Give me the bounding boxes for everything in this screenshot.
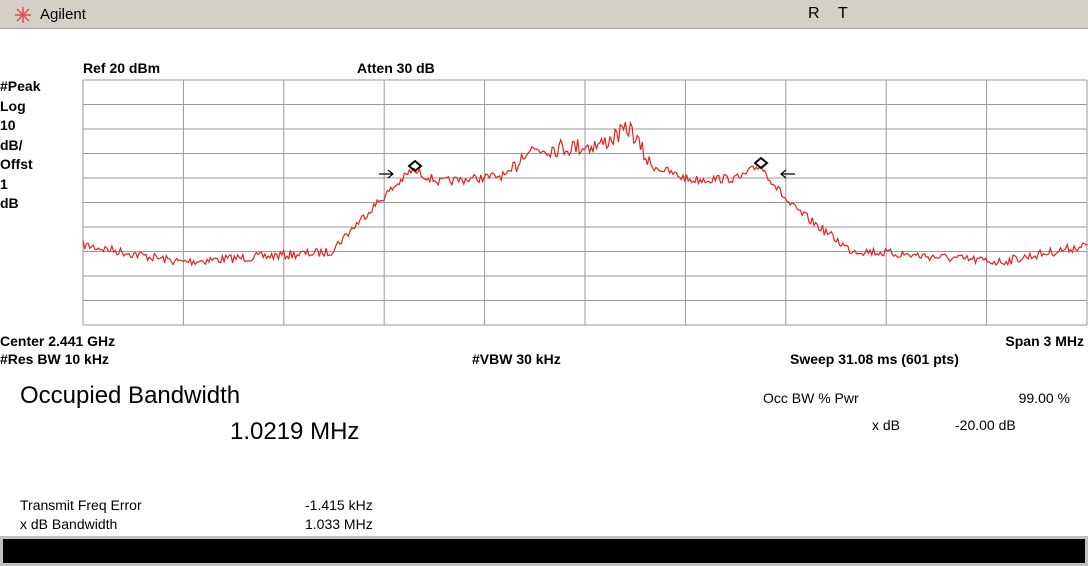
scale-label: Offst [0, 156, 33, 172]
scale-label: dB/ [0, 136, 23, 153]
status: T [838, 5, 848, 22]
sweep: Sweep 31.08 ms (601 pts) [790, 351, 959, 367]
setting-value: 99.00 % [1018, 390, 1070, 406]
setting-label: x dB [872, 417, 901, 433]
status: R [808, 5, 820, 22]
trace [82, 120, 1088, 267]
setting-value: -20.00 dB [955, 417, 1016, 433]
trace-plot [82, 79, 1088, 326]
result-value: -1.415 kHz [305, 497, 373, 513]
res-bw: #Res BW 10 kHz [0, 351, 109, 367]
logo [15, 7, 31, 23]
vbw: #VBW 30 kHz [472, 351, 561, 367]
scale-label: #Peak [0, 78, 41, 94]
scale-label: dB [0, 195, 19, 211]
top-bar [0, 0, 1088, 29]
scale-label: 1 [0, 175, 8, 192]
setting-label: Occ BW % Pwr [763, 390, 859, 406]
scale-label: Log [0, 97, 26, 114]
span: Span 3 MHz [1005, 333, 1084, 349]
result-value: 1.033 MHz [305, 516, 373, 532]
atten: Atten 30 dB [357, 60, 435, 76]
meas-value: 1.0219 MHz [230, 418, 360, 445]
result-label: x dB Bandwidth [20, 516, 118, 532]
meas-title: Occupied Bandwidth [20, 382, 241, 409]
markers [379, 156, 795, 179]
result-label: Transmit Freq Error [20, 497, 142, 513]
ref-level: Ref 20 dBm [83, 60, 161, 76]
scale-label: 10 [0, 117, 16, 133]
message-bar [0, 536, 1088, 566]
center: Center 2.441 GHz [0, 333, 116, 349]
brand: Agilent [40, 6, 86, 23]
